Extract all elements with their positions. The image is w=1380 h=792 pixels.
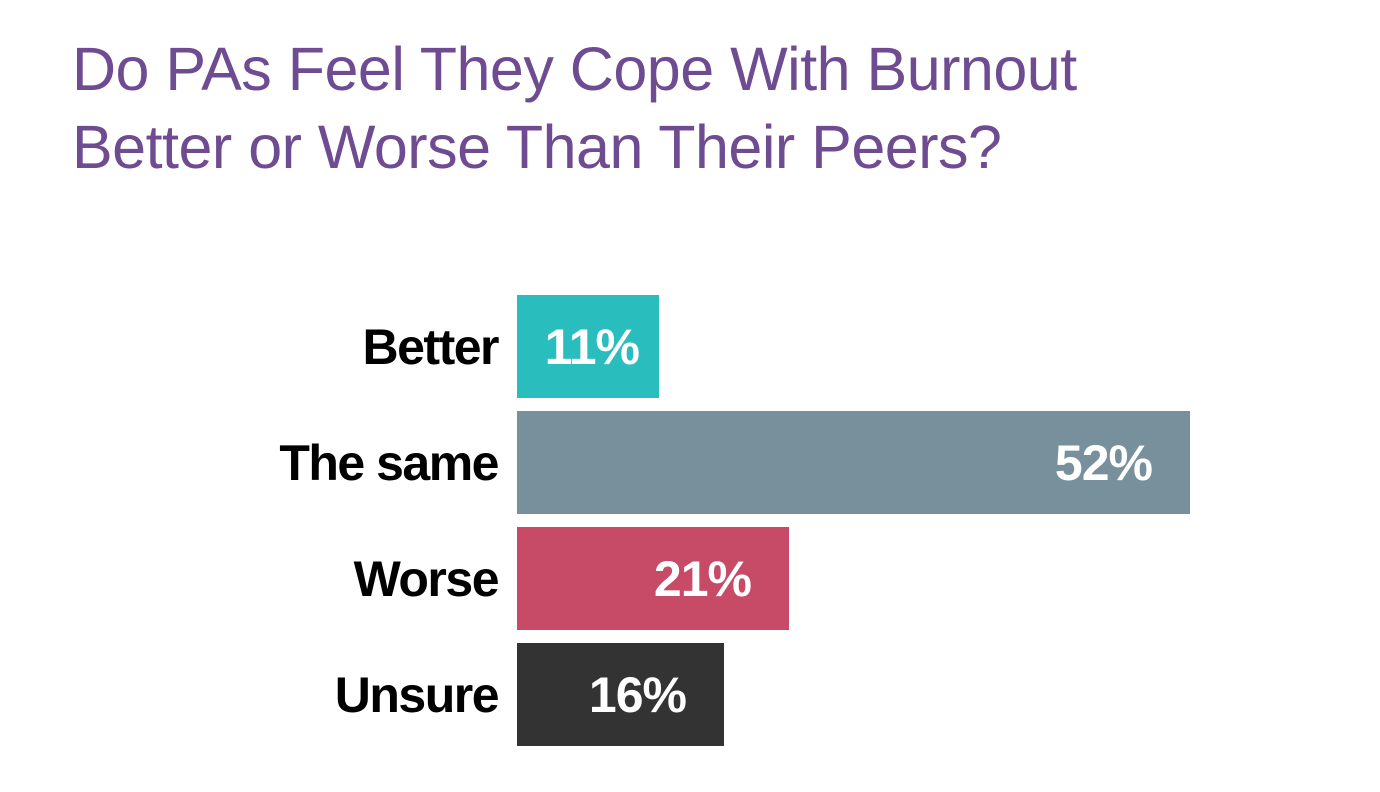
chart-title-line-2: Better or Worse Than Their Peers?	[72, 113, 1002, 181]
chart-title: Do PAs Feel They Cope With Burnout Bette…	[72, 30, 1077, 186]
chart-title-line-1: Do PAs Feel They Cope With Burnout	[72, 35, 1077, 103]
bar-row-the-same: The same 52%	[72, 411, 1312, 514]
category-label-better: Better	[362, 318, 500, 375]
value-label-better: 11%	[544, 318, 640, 375]
value-label-worse: 21%	[653, 550, 752, 607]
bar-worse: 21%	[517, 527, 789, 630]
value-label-the-same: 52%	[1054, 434, 1153, 491]
category-label-worse: Worse	[353, 550, 500, 607]
bar-row-worse: Worse 21%	[72, 527, 1312, 630]
category-label-unsure: Unsure	[334, 666, 500, 723]
bar-row-unsure: Unsure 16%	[72, 643, 1312, 746]
bar-the-same: 52%	[517, 411, 1190, 514]
bar-unsure: 16%	[517, 643, 724, 746]
category-label-the-same: The same	[279, 434, 499, 491]
bar-row-better: Better 11%	[72, 295, 1312, 398]
bar-better: 11%	[517, 295, 659, 398]
value-label-unsure: 16%	[588, 666, 687, 723]
bar-chart: Better 11% The same 52% Worse 21% Unsure 16%	[72, 295, 1312, 759]
